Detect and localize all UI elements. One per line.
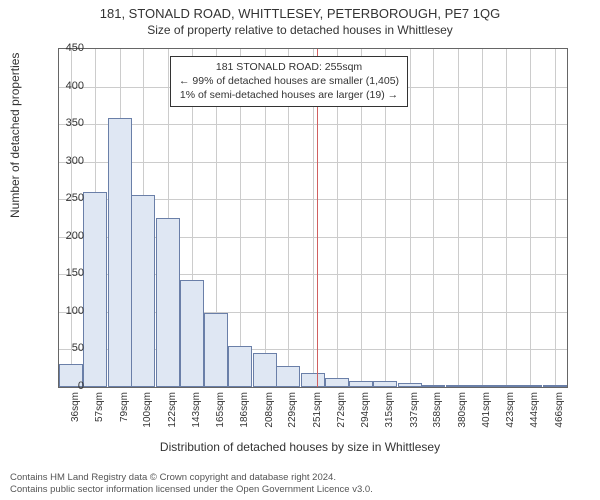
- histogram-bar: [156, 218, 180, 387]
- x-tick-label: 466sqm: [554, 392, 565, 442]
- y-tick-label: 200: [44, 230, 84, 242]
- footer-line-1: Contains HM Land Registry data © Crown c…: [10, 472, 373, 484]
- histogram-bar: [518, 385, 542, 387]
- histogram-bar: [349, 381, 373, 387]
- y-axis-label: Number of detached properties: [8, 53, 22, 218]
- histogram-bar: [398, 383, 422, 387]
- x-tick-label: 229sqm: [287, 392, 298, 442]
- x-tick-label: 294sqm: [360, 392, 371, 442]
- histogram-bar: [108, 118, 132, 387]
- x-tick-label: 100sqm: [142, 392, 153, 442]
- x-tick-label: 36sqm: [70, 392, 81, 442]
- grid-line-v: [458, 49, 459, 387]
- histogram-bar: [446, 385, 470, 387]
- histogram-bar: [83, 192, 107, 387]
- chart-title: 181, STONALD ROAD, WHITTLESEY, PETERBORO…: [0, 0, 600, 21]
- x-tick-label: 165sqm: [215, 392, 226, 442]
- grid-line-v: [506, 49, 507, 387]
- x-tick-label: 423sqm: [505, 392, 516, 442]
- chart-subtitle: Size of property relative to detached ho…: [0, 21, 600, 37]
- x-tick-label: 251sqm: [312, 392, 323, 442]
- x-tick-label: 444sqm: [529, 392, 540, 442]
- y-tick-label: 150: [44, 267, 84, 279]
- y-tick-label: 400: [44, 80, 84, 92]
- x-tick-label: 143sqm: [191, 392, 202, 442]
- histogram-bar: [131, 195, 155, 387]
- callout-line-1: 181 STONALD ROAD: 255sqm: [179, 60, 399, 74]
- copyright-footer: Contains HM Land Registry data © Crown c…: [10, 472, 373, 496]
- x-tick-label: 358sqm: [432, 392, 443, 442]
- grid-line-v: [410, 49, 411, 387]
- histogram-bar: [421, 385, 445, 387]
- x-axis-label: Distribution of detached houses by size …: [0, 440, 600, 454]
- histogram-bar: [325, 378, 349, 387]
- x-tick-label: 208sqm: [264, 392, 275, 442]
- y-tick-label: 50: [44, 342, 84, 354]
- x-tick-label: 79sqm: [119, 392, 130, 442]
- x-tick-label: 401sqm: [481, 392, 492, 442]
- histogram-bar: [494, 385, 518, 387]
- histogram-bar: [543, 385, 567, 387]
- chart-container: 181, STONALD ROAD, WHITTLESEY, PETERBORO…: [0, 0, 600, 500]
- grid-line-v: [482, 49, 483, 387]
- y-tick-label: 450: [44, 42, 84, 54]
- callout-line-3: 1% of semi-detached houses are larger (1…: [179, 88, 399, 102]
- y-tick-label: 250: [44, 192, 84, 204]
- x-tick-label: 122sqm: [167, 392, 178, 442]
- y-tick-label: 100: [44, 305, 84, 317]
- grid-line-v: [530, 49, 531, 387]
- x-tick-label: 337sqm: [409, 392, 420, 442]
- grid-line-v: [433, 49, 434, 387]
- grid-line-v: [555, 49, 556, 387]
- annotation-callout: 181 STONALD ROAD: 255sqm ← 99% of detach…: [170, 56, 408, 107]
- y-tick-label: 0: [44, 380, 84, 392]
- callout-line-2: ← 99% of detached houses are smaller (1,…: [179, 74, 399, 88]
- x-tick-label: 57sqm: [94, 392, 105, 442]
- histogram-bar: [373, 381, 397, 387]
- y-tick-label: 350: [44, 117, 84, 129]
- footer-line-2: Contains public sector information licen…: [10, 484, 373, 496]
- grid-line-v: [71, 49, 72, 387]
- histogram-bar: [470, 385, 494, 387]
- y-tick-label: 300: [44, 155, 84, 167]
- histogram-bar: [228, 346, 252, 387]
- x-tick-label: 272sqm: [336, 392, 347, 442]
- histogram-bar: [301, 373, 325, 387]
- x-tick-label: 380sqm: [457, 392, 468, 442]
- histogram-bar: [276, 366, 300, 387]
- x-tick-label: 315sqm: [384, 392, 395, 442]
- histogram-bar: [253, 353, 277, 387]
- x-tick-label: 186sqm: [239, 392, 250, 442]
- histogram-bar: [180, 280, 204, 387]
- histogram-bar: [204, 313, 228, 387]
